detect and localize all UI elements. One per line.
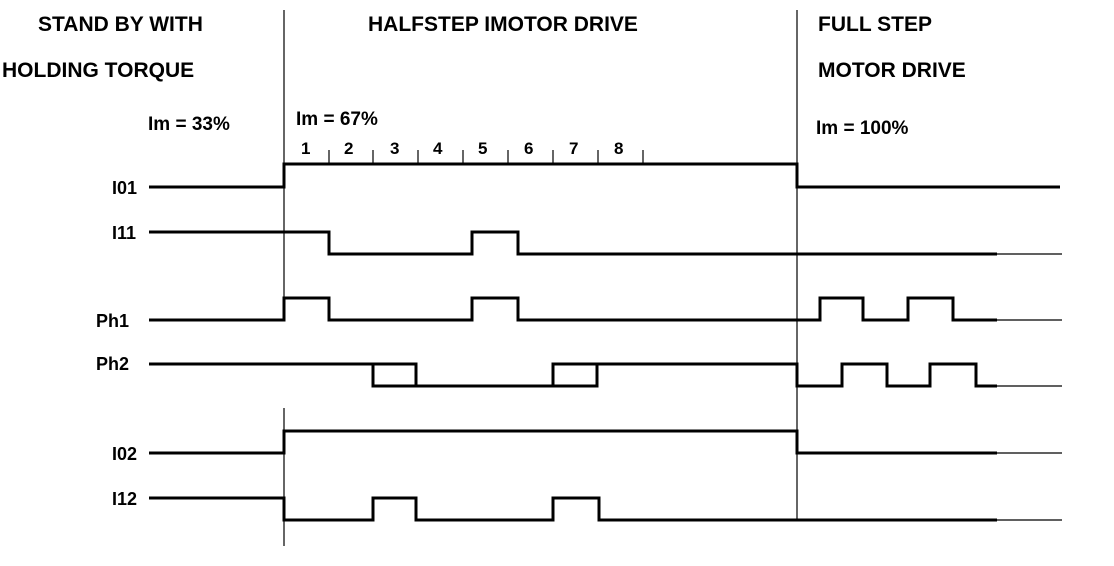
step-number: 3 [390,139,399,158]
signal-label-i01: I01 [112,178,137,198]
step-number: 4 [433,139,443,158]
waveform-i01 [149,162,1060,189]
waveform-ph2 [149,362,997,388]
signal-label-ph2: Ph2 [96,354,129,374]
header-standby-line1: STAND BY WITH [38,13,203,36]
signal-label-ph1: Ph1 [96,311,129,331]
step-number: 7 [569,139,578,158]
step-number: 5 [478,139,487,158]
current-halfstep: Im = 67% [296,109,378,130]
waveform-i02 [149,429,997,455]
step-number: 1 [301,139,310,158]
signal-label-i02: I02 [112,444,137,464]
header-fullstep-line2: MOTOR DRIVE [818,59,966,82]
current-standby: Im = 33% [148,114,230,135]
step-ticks [328,150,644,164]
waveform-i11 [149,230,997,256]
current-fullstep: Im = 100% [816,118,909,139]
signal-label-i12: I12 [112,489,137,509]
signal-label-i11: I11 [112,223,136,243]
header-standby-line2: HOLDING TORQUE [2,59,194,82]
waveform-ph1 [149,296,997,322]
step-number: 2 [344,139,353,158]
header-halfstep: HALFSTEP IMOTOR DRIVE [368,13,638,36]
step-number: 8 [614,139,623,158]
step-number: 6 [524,139,533,158]
header-fullstep-line1: FULL STEP [818,13,932,36]
waveform-i12 [149,496,997,522]
